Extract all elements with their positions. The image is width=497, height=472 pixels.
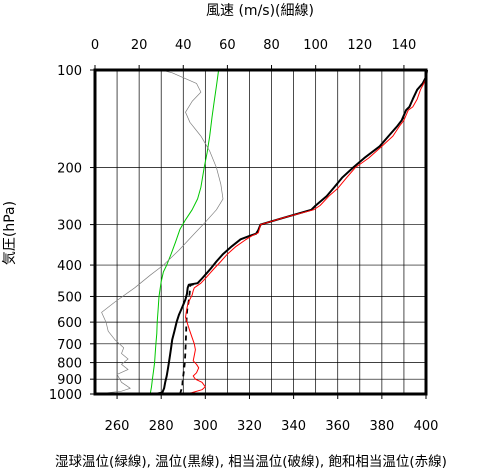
left-axis-title: 気圧(hPa) [2, 201, 18, 265]
left-axis-tick-label: 900 [57, 373, 82, 388]
bottom-axis-tick-label: 280 [149, 419, 174, 434]
wet-bulb-potential-temperature-line [149, 69, 220, 395]
chart-caption: 湿球温位(緑線), 温位(黒線), 相当温位(破線), 飽和相当温位(赤線) [55, 454, 447, 470]
top-axis-tick-label: 140 [392, 38, 417, 53]
bottom-axis-tick-label: 380 [369, 419, 394, 434]
left-axis-tick-label: 500 [57, 290, 82, 305]
top-axis-title: 風速 (m/s)(細線) [206, 3, 314, 19]
top-axis-tick-label: 60 [219, 38, 236, 53]
top-axis-tick-label: 120 [347, 38, 372, 53]
left-axis-tick-label: 800 [57, 357, 82, 372]
top-axis-tick-label: 80 [263, 38, 280, 53]
top-axis-tick-label: 20 [131, 38, 148, 53]
bottom-axis-tick-label: 300 [193, 419, 218, 434]
top-axis-tick-label: 0 [91, 38, 99, 53]
tick-labels: 260 280 300 320 340 360 380 400 0 20 40 60 80 100 120 1… [49, 38, 439, 434]
left-axis-tick-label: 200 [57, 162, 82, 177]
series-layer [97, 69, 429, 395]
bottom-axis-tick-label: 320 [237, 419, 262, 434]
bottom-axis-tick-label: 360 [325, 419, 350, 434]
left-axis-tick-label: 700 [57, 338, 82, 353]
left-axis-tick-label: 100 [57, 64, 82, 79]
left-axis-tick-label: 1000 [49, 388, 82, 403]
equivalent-potential-temperature-line [179, 282, 198, 395]
left-axis-tick-label: 400 [57, 259, 82, 274]
left-axis-tick-label: 600 [57, 316, 82, 331]
saturated-equivalent-potential-temperature-line [184, 69, 428, 395]
top-axis-tick-label: 100 [303, 38, 328, 53]
top-axis-tick-label: 40 [175, 38, 192, 53]
potential-temperature-line [154, 69, 429, 395]
ticks-layer [90, 65, 427, 399]
bottom-axis-tick-label: 340 [281, 419, 306, 434]
bottom-axis-tick-label: 400 [414, 419, 439, 434]
wind-speed-line [97, 69, 224, 395]
bottom-axis-tick-label: 260 [105, 419, 130, 434]
plot-frame [93, 68, 428, 396]
grid [95, 70, 426, 394]
left-axis-tick-label: 300 [57, 219, 82, 234]
